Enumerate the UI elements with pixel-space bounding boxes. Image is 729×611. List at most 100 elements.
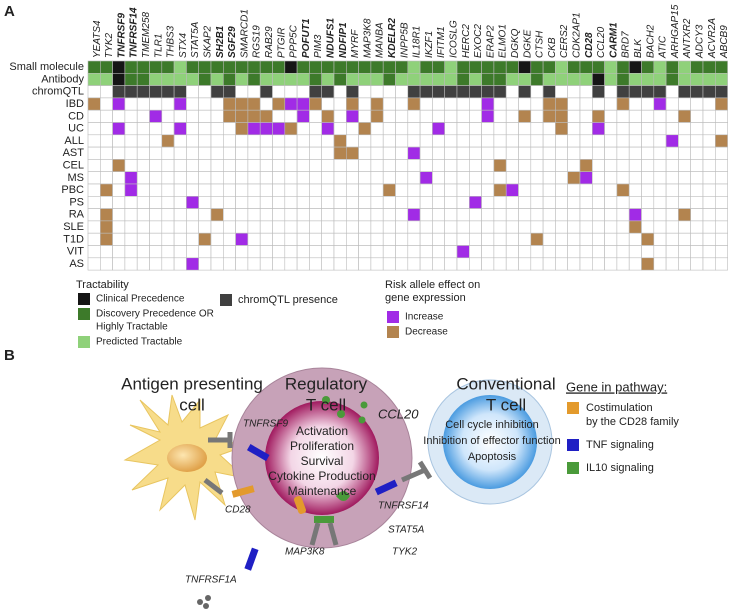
cell (382, 196, 396, 209)
cell (481, 73, 495, 86)
cell (690, 257, 704, 271)
cell (100, 245, 113, 259)
cell (542, 109, 556, 123)
cell (247, 122, 261, 136)
cell (714, 109, 728, 123)
cell (714, 196, 728, 209)
legend-label: chromQTL presence (238, 294, 338, 306)
cell (530, 257, 544, 271)
cell (124, 245, 138, 259)
cell (247, 196, 261, 209)
cell (432, 220, 445, 234)
cell (714, 134, 728, 148)
cell (628, 109, 642, 123)
cell (358, 171, 372, 185)
cell (173, 109, 187, 123)
cell (186, 97, 199, 111)
row-label: Small molecule (9, 61, 84, 73)
cell (186, 73, 199, 86)
cell (210, 257, 224, 271)
cell (468, 134, 482, 148)
cell (333, 257, 347, 271)
cell (100, 232, 113, 246)
cell (112, 122, 126, 136)
cell (284, 122, 298, 136)
cell (653, 97, 667, 111)
cell (136, 109, 150, 123)
cell (604, 245, 618, 259)
cell (149, 232, 163, 246)
cell (223, 122, 236, 136)
cell (87, 245, 101, 259)
cell (136, 73, 150, 86)
cell (653, 159, 667, 172)
cell (419, 85, 433, 99)
gene-label: RGS19 (252, 25, 263, 58)
cell (407, 97, 421, 111)
cell (149, 85, 163, 99)
cell (530, 122, 544, 136)
cell (665, 257, 679, 271)
cell (296, 232, 310, 246)
cell (653, 208, 667, 222)
cell (173, 220, 187, 234)
cell (333, 109, 347, 123)
cell (407, 159, 421, 172)
cell (579, 183, 593, 197)
cell (235, 122, 249, 136)
cell (161, 208, 175, 222)
cell (714, 85, 728, 99)
cell (100, 97, 113, 111)
cell (653, 245, 667, 259)
cell (604, 257, 618, 271)
cell (161, 97, 175, 111)
cell (124, 159, 138, 172)
cell (493, 85, 507, 99)
cell (321, 122, 335, 136)
cell (444, 109, 458, 123)
cell (542, 159, 556, 172)
cell (493, 97, 507, 111)
cell (112, 208, 126, 222)
cell (628, 245, 642, 259)
cell (542, 257, 556, 271)
cell (173, 183, 187, 197)
cell (505, 73, 519, 86)
cell (567, 146, 581, 160)
cell (112, 196, 126, 209)
legend-label: Increase (405, 312, 444, 323)
cell (223, 171, 236, 185)
panel-label: B (4, 347, 15, 364)
cell (493, 257, 507, 271)
cell (702, 97, 716, 111)
cell (591, 60, 605, 74)
cell (468, 257, 482, 271)
cell (198, 60, 212, 74)
cell (456, 183, 470, 197)
cell (198, 257, 212, 271)
cell (567, 196, 581, 209)
cell (468, 122, 482, 136)
cell-title: T cell (486, 395, 526, 414)
row-label: AS (69, 258, 84, 270)
cell (702, 208, 716, 222)
cell (333, 122, 347, 136)
cell (259, 85, 273, 99)
cell (296, 208, 310, 222)
cell (100, 134, 113, 148)
cell (567, 159, 581, 172)
cell (493, 146, 507, 160)
gene-label: CDK2AP1 (571, 12, 582, 58)
cell (235, 171, 249, 185)
cell (555, 208, 569, 222)
cell (641, 134, 655, 148)
cell (407, 208, 421, 222)
cell (259, 73, 273, 86)
cell (186, 134, 199, 148)
ligand (208, 432, 233, 448)
cell (616, 122, 630, 136)
diagram (123, 367, 553, 609)
cell (382, 60, 396, 74)
cell (702, 109, 716, 123)
cell (419, 60, 433, 74)
